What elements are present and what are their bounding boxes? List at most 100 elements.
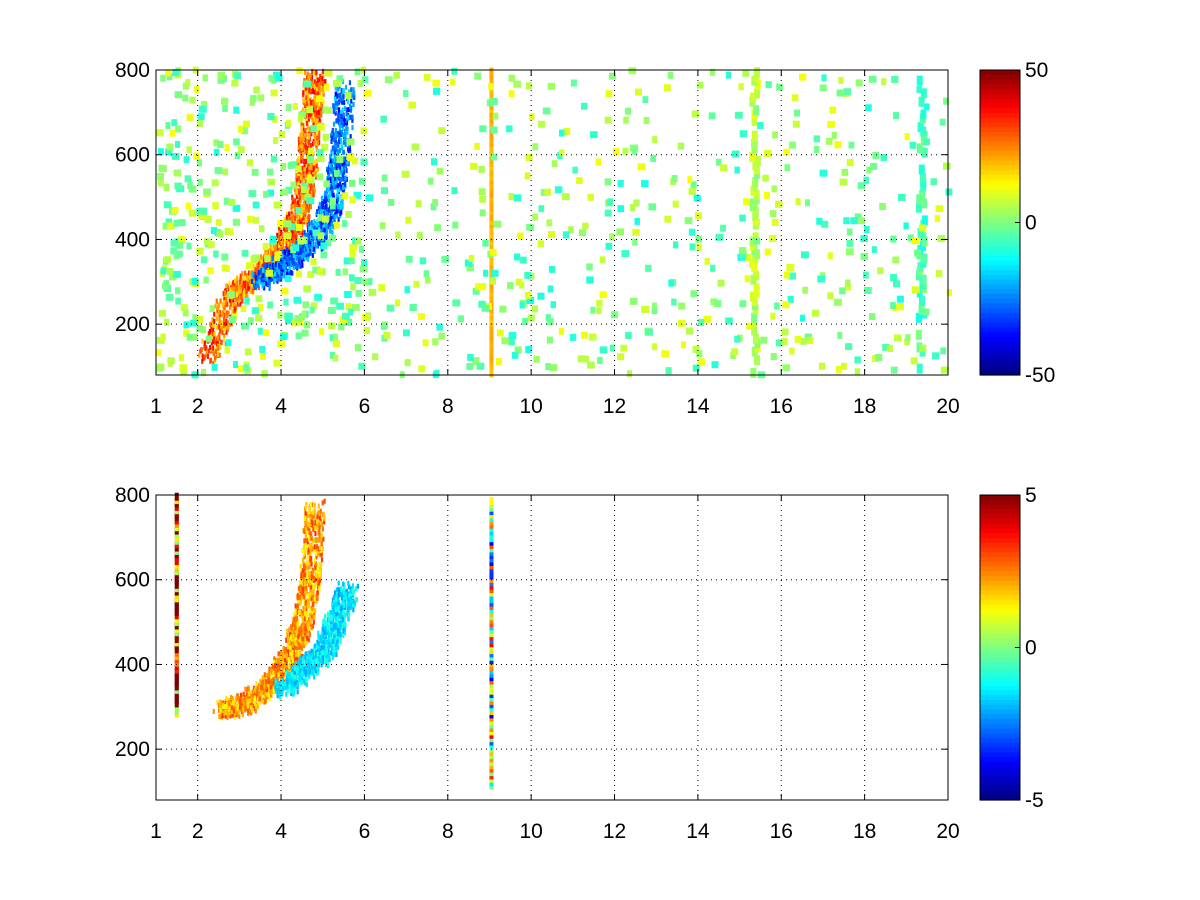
noise-cell xyxy=(890,301,896,309)
band-cell xyxy=(216,311,219,317)
band-cell xyxy=(225,323,229,329)
colorbar-swatch xyxy=(980,146,1020,152)
band-cell xyxy=(301,179,304,185)
noise-cell xyxy=(327,306,336,314)
band-cell xyxy=(210,340,213,346)
band-cell xyxy=(311,514,314,520)
noise-cell xyxy=(274,253,280,261)
band-cell xyxy=(292,632,295,638)
band-cell xyxy=(339,97,342,103)
band-cell xyxy=(271,688,275,694)
noise-cell xyxy=(910,357,918,365)
band-cell xyxy=(309,235,313,241)
band-cell xyxy=(331,177,334,183)
noise-cell xyxy=(770,312,776,320)
band-cell xyxy=(230,708,234,714)
band-cell xyxy=(351,92,354,98)
band-cell xyxy=(306,138,309,144)
band-cell xyxy=(325,211,328,217)
stripe-cell xyxy=(920,88,927,99)
band-cell xyxy=(351,114,354,120)
band-cell xyxy=(296,661,300,667)
noise-cell xyxy=(272,115,278,123)
noise-cell xyxy=(643,116,650,124)
band-cell xyxy=(232,284,235,290)
noise-cell xyxy=(245,262,253,270)
band-cell xyxy=(342,88,345,94)
band-cell xyxy=(331,145,334,151)
noise-cell xyxy=(273,201,282,209)
band-cell xyxy=(297,180,300,186)
noise-cell xyxy=(678,319,686,327)
band-cell xyxy=(288,216,292,222)
noise-cell xyxy=(349,196,356,204)
band-cell xyxy=(222,302,225,308)
band-cell xyxy=(283,681,286,687)
noise-cell xyxy=(184,175,192,183)
noise-cell xyxy=(599,291,607,299)
band-cell xyxy=(309,250,312,256)
colorbar-swatch xyxy=(980,274,1020,281)
noise-cell xyxy=(860,252,869,260)
colorbar-swatch xyxy=(980,127,1020,133)
band-cell xyxy=(349,103,352,109)
band-cell xyxy=(307,581,311,587)
noise-cell xyxy=(344,318,353,326)
band-cell xyxy=(228,280,231,286)
band-cell xyxy=(309,580,312,586)
noise-cell xyxy=(589,131,598,139)
band-cell xyxy=(288,678,291,684)
noise-cell xyxy=(508,332,517,340)
noise-cell xyxy=(343,257,350,265)
noise-cell xyxy=(513,194,522,202)
noise-cell xyxy=(946,289,953,297)
band-cell xyxy=(325,229,329,235)
band-cell xyxy=(299,175,302,181)
noise-cell xyxy=(569,333,577,341)
noise-cell xyxy=(300,186,307,194)
band-cell xyxy=(340,142,343,148)
noise-cell xyxy=(843,88,851,96)
noise-cell xyxy=(298,115,304,123)
band-cell xyxy=(263,683,266,689)
band-cell xyxy=(327,193,330,199)
noise-cell xyxy=(882,343,890,351)
noise-cell xyxy=(354,68,361,76)
band-cell xyxy=(317,220,320,226)
band-cell xyxy=(301,623,304,629)
band-cell xyxy=(331,230,334,236)
noise-cell xyxy=(163,256,172,264)
noise-cell xyxy=(367,278,373,286)
noise-cell xyxy=(782,364,791,372)
colorbar-swatch xyxy=(980,74,1020,81)
band-cell xyxy=(292,621,295,627)
band-cell xyxy=(292,686,295,692)
band-cell xyxy=(271,246,274,252)
noise-cell xyxy=(551,160,558,168)
band-cell xyxy=(260,679,263,685)
colorbar-swatch xyxy=(980,289,1020,295)
colorbar-swatch xyxy=(980,293,1020,300)
band-cell xyxy=(268,286,271,292)
band-cell xyxy=(201,353,204,359)
noise-cell xyxy=(903,222,909,230)
band-cell xyxy=(285,691,288,697)
band-cell xyxy=(326,167,329,173)
noise-cell xyxy=(725,71,732,79)
noise-cell xyxy=(783,148,790,156)
band-cell xyxy=(299,137,302,143)
y-tick-label: 800 xyxy=(115,59,150,82)
band-cell xyxy=(280,683,283,689)
band-cell xyxy=(310,556,313,562)
noise-cell xyxy=(846,228,853,236)
noise-cell xyxy=(763,191,770,199)
band-cell xyxy=(263,285,266,291)
band-cell xyxy=(299,659,302,665)
band-cell xyxy=(348,146,352,152)
band-cell xyxy=(346,107,349,113)
band-cell xyxy=(298,644,301,650)
band-cell xyxy=(296,255,299,261)
band-cell xyxy=(265,275,268,281)
band-cell xyxy=(308,101,311,107)
band-cell xyxy=(239,284,242,290)
